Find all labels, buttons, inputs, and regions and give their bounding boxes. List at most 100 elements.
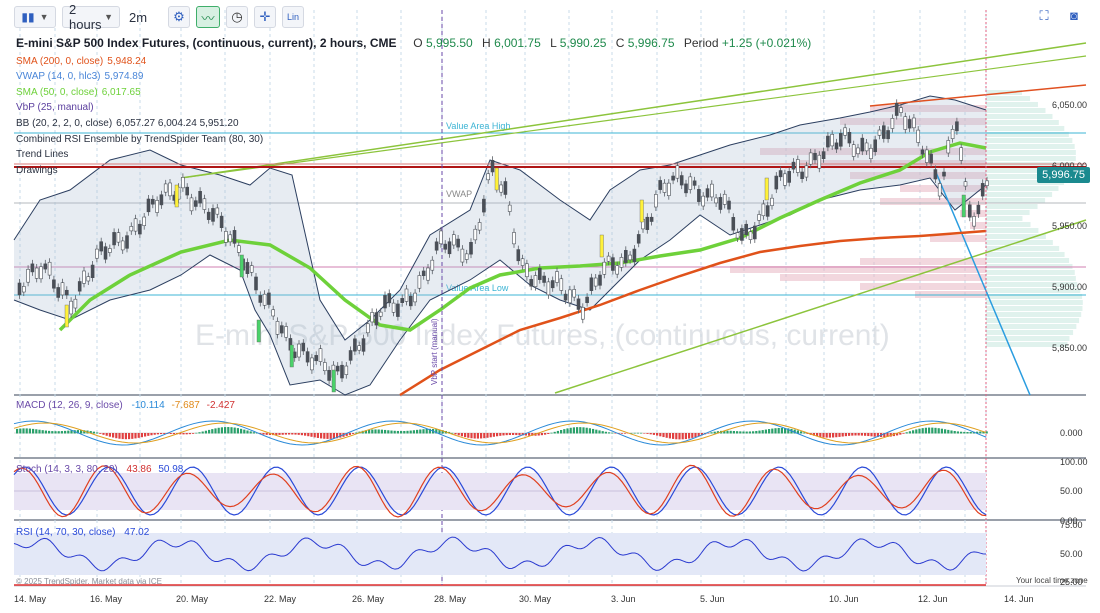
macd-histogram-bar <box>902 433 905 434</box>
interval-button[interactable]: 2m <box>126 6 150 28</box>
candle <box>886 130 890 140</box>
stoch-axis-label: 100.00 <box>1060 457 1088 467</box>
macd-histogram-bar <box>451 432 454 434</box>
macd-histogram-bar <box>480 433 483 439</box>
macd-histogram-bar <box>947 429 950 434</box>
indicator-row[interactable]: Combined RSI Ensemble by TrendSpider Tea… <box>16 132 811 148</box>
indicator-row[interactable]: VWAP (14, 0, hlc3) 5,974.89 <box>16 69 811 85</box>
vbp-bar-right <box>986 198 1046 203</box>
candle <box>765 205 770 217</box>
indicator-row[interactable]: Drawings <box>16 163 811 179</box>
indicator-row[interactable]: SMA (200, 0, close) 5,948.24 <box>16 54 811 70</box>
candle <box>361 338 366 352</box>
candle <box>679 175 684 186</box>
stoch-legend[interactable]: Stoch (14, 3, 3, 80, 20) 43.86 50.98 <box>16 464 183 475</box>
macd-histogram-bar <box>524 433 527 436</box>
vbp-bar-right <box>986 192 1053 197</box>
macd-histogram-bar <box>467 433 470 438</box>
candle <box>224 231 228 243</box>
candle <box>73 298 78 309</box>
candle <box>421 270 426 277</box>
candle <box>198 191 202 204</box>
candle <box>533 275 538 287</box>
macd-hist-value: -2.427 <box>206 400 235 411</box>
macd-histogram-bar <box>492 433 495 437</box>
indicator-row[interactable]: BB (20, 2, 2, 0, close) 6,057.27 6,004.24… <box>16 116 811 132</box>
candle <box>920 149 925 155</box>
macd-histogram-bar <box>873 433 876 437</box>
vbp-bar-right <box>986 270 1075 275</box>
candle <box>929 153 933 164</box>
toolbar: ▮▮ ▼ 2 hours ▼ 2m ⚙ 〰 ◷ ✛ Lin ⛶ ◙ <box>0 0 1100 34</box>
timeframe-select[interactable]: 2 hours ▼ <box>62 2 120 32</box>
macd-histogram-bar <box>825 433 828 438</box>
macd-histogram-bar <box>76 430 79 434</box>
macd-histogram-bar <box>57 431 60 434</box>
vbp-bar-right <box>986 144 1075 149</box>
vbp-bar-right <box>986 282 1078 287</box>
macd-histogram-bar <box>937 428 940 434</box>
indicator-row[interactable]: Trend Lines <box>16 147 811 163</box>
ohlc-readout: O 5,995.50 H 6,001.75 L 5,990.25 C 5,996… <box>407 36 811 50</box>
macd-histogram-bar <box>870 433 873 437</box>
crosshair-button[interactable]: ✛ <box>254 6 276 28</box>
candle <box>447 241 452 255</box>
macd-histogram-bar <box>304 433 307 436</box>
indicators-button[interactable]: 〰 <box>196 6 220 28</box>
signal-candle <box>331 369 336 393</box>
macd-histogram-bar <box>163 433 166 434</box>
expand-icon[interactable]: ⛶ <box>1039 8 1049 23</box>
macd-histogram-bar <box>672 433 675 439</box>
candle <box>318 348 323 362</box>
macd-histogram-bar <box>28 428 31 434</box>
local-time-note[interactable]: Your local time zone <box>1016 576 1088 585</box>
macd-histogram-bar <box>32 428 35 434</box>
candle <box>955 121 959 132</box>
macd-histogram-bar <box>403 430 406 434</box>
macd-histogram-bar <box>956 431 959 434</box>
macd-histogram-bar <box>624 433 627 434</box>
candle <box>585 296 589 303</box>
indicator-value: 5,974.89 <box>104 71 144 83</box>
chart-type-button[interactable]: ▮▮ ▼ <box>14 6 56 28</box>
macd-histogram-bar <box>806 433 809 434</box>
period-label: Period <box>683 36 719 50</box>
candle <box>529 279 534 287</box>
macd-histogram-bar <box>505 433 508 436</box>
close-label: C <box>615 36 625 50</box>
indicator-row[interactable]: VbP (25, manual) <box>16 100 811 116</box>
candle <box>417 275 422 289</box>
macd-histogram-bar <box>681 433 684 440</box>
candle <box>370 312 374 323</box>
candle <box>103 246 108 260</box>
macd-legend[interactable]: MACD (12, 26, 9, close) -10.114 -7.687 -… <box>16 400 235 411</box>
vbp-bar-right <box>986 210 1030 215</box>
candle <box>675 165 680 179</box>
rsi-legend[interactable]: RSI (14, 70, 30, close) 47.02 <box>16 527 149 538</box>
macd-histogram-bar <box>499 433 502 436</box>
candle <box>426 267 430 281</box>
candle <box>443 243 448 250</box>
camera-icon[interactable]: ◙ <box>1070 8 1078 23</box>
candle <box>181 177 185 189</box>
settings-button[interactable]: ⚙ <box>168 6 190 28</box>
candle <box>606 255 611 262</box>
macd-histogram-bar <box>857 433 860 436</box>
candle <box>692 180 697 186</box>
signal-candle <box>764 177 769 201</box>
macd-histogram-bar <box>643 433 646 434</box>
macd-histogram-bar <box>124 433 127 440</box>
macd-histogram-bar <box>588 428 591 434</box>
macd-histogram-bar <box>700 433 703 436</box>
macd-histogram-bar <box>288 433 291 435</box>
candle <box>413 292 417 303</box>
open-label: O <box>413 36 423 50</box>
macd-histogram-bar <box>236 428 239 434</box>
vbp-bar-right <box>986 156 1076 161</box>
candle <box>851 144 856 157</box>
indicator-row[interactable]: SMA (50, 0, close) 6,017.65 <box>16 85 811 101</box>
clock-button[interactable]: ◷ <box>226 6 248 28</box>
vbp-bar-right <box>986 330 1074 335</box>
scale-toggle-button[interactable]: Lin <box>282 6 304 28</box>
